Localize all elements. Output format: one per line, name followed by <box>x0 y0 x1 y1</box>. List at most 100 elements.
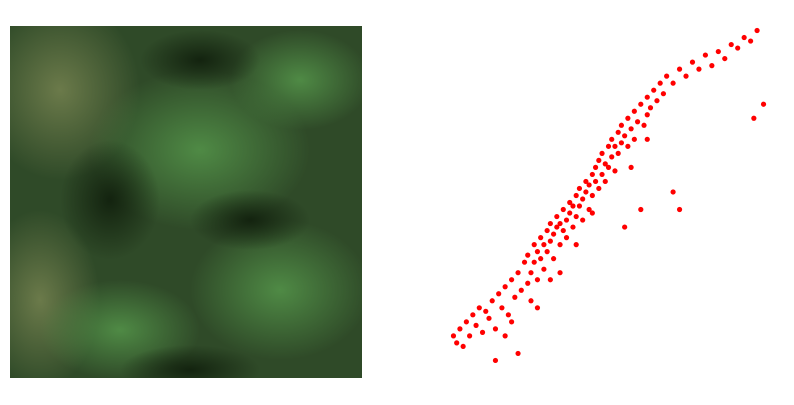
point <box>760 101 767 107</box>
point <box>676 206 683 213</box>
point <box>689 59 696 65</box>
point <box>609 154 615 160</box>
point <box>625 115 631 121</box>
point <box>638 101 644 107</box>
foliage-photo <box>10 26 362 378</box>
point <box>454 340 460 346</box>
point <box>609 136 615 142</box>
point <box>748 38 754 44</box>
point <box>615 129 621 135</box>
point <box>631 108 637 114</box>
point <box>467 333 473 339</box>
point <box>660 91 667 97</box>
point <box>541 266 547 272</box>
point <box>463 319 469 325</box>
point <box>615 150 621 156</box>
point <box>492 326 499 332</box>
point <box>741 34 747 41</box>
point <box>644 94 650 100</box>
point <box>580 217 586 223</box>
point <box>644 112 650 118</box>
point <box>534 249 541 255</box>
point <box>560 206 566 213</box>
point <box>483 308 489 314</box>
point <box>592 164 599 170</box>
point <box>563 217 570 223</box>
point <box>573 213 579 220</box>
point <box>567 199 573 206</box>
point <box>534 305 541 311</box>
point <box>547 277 553 283</box>
point <box>547 220 553 227</box>
point <box>634 119 641 125</box>
point <box>489 298 495 304</box>
point <box>670 189 676 195</box>
point <box>473 322 479 328</box>
point <box>670 80 676 86</box>
scatter-plot <box>450 27 767 364</box>
point <box>515 350 521 357</box>
point <box>518 287 524 293</box>
point <box>496 291 502 297</box>
point <box>486 315 492 321</box>
point <box>502 284 508 290</box>
point <box>576 185 583 192</box>
point <box>505 312 511 318</box>
point <box>538 235 544 241</box>
point <box>550 256 557 262</box>
point <box>715 48 721 55</box>
point <box>754 27 760 34</box>
point <box>589 210 595 216</box>
point <box>596 185 602 192</box>
point <box>599 150 605 156</box>
point <box>521 259 528 265</box>
point <box>641 122 647 128</box>
point <box>450 333 457 339</box>
point <box>573 192 579 199</box>
point <box>612 168 618 174</box>
point <box>476 305 482 311</box>
point <box>573 242 579 248</box>
point <box>625 143 631 149</box>
point <box>499 305 505 311</box>
point <box>525 252 531 258</box>
point <box>502 333 508 339</box>
point <box>550 231 557 237</box>
point <box>751 115 757 121</box>
point <box>589 192 595 199</box>
point <box>557 270 563 276</box>
point <box>654 98 660 104</box>
point <box>728 41 734 48</box>
point <box>628 126 634 132</box>
point <box>479 329 486 335</box>
point <box>644 136 650 142</box>
point <box>544 227 550 234</box>
point <box>638 206 644 213</box>
point <box>631 136 637 142</box>
point <box>605 164 612 170</box>
point <box>586 206 592 213</box>
point <box>618 140 625 146</box>
point <box>460 343 466 350</box>
point <box>528 270 534 276</box>
point <box>622 224 628 230</box>
point <box>599 171 605 178</box>
point <box>560 227 566 234</box>
point <box>541 242 547 248</box>
point <box>538 256 544 262</box>
point <box>531 259 537 265</box>
point <box>492 357 499 364</box>
point <box>735 45 741 51</box>
point <box>651 87 657 93</box>
point <box>657 80 663 86</box>
point <box>557 242 563 248</box>
point <box>576 203 583 209</box>
point <box>525 280 531 286</box>
point <box>605 143 612 149</box>
point <box>580 196 586 202</box>
point <box>563 235 570 241</box>
point <box>509 319 515 325</box>
point <box>570 224 576 230</box>
point <box>512 294 518 300</box>
